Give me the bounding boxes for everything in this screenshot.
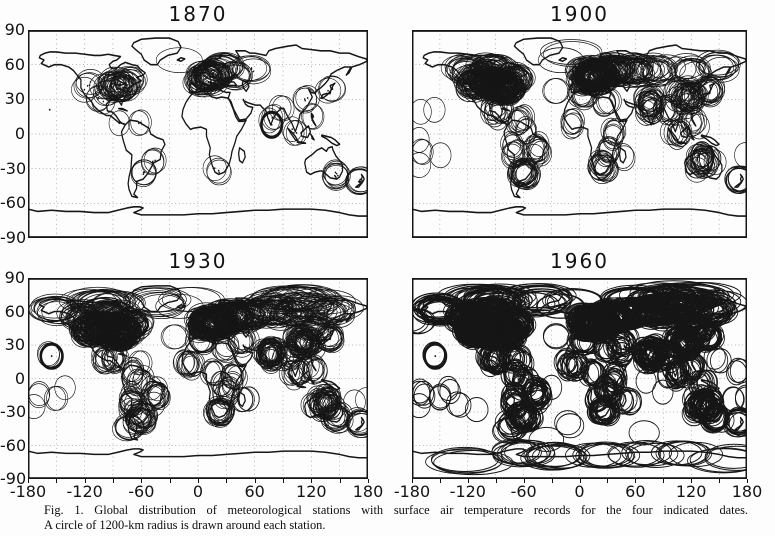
axis-tick bbox=[28, 479, 29, 483]
x-tick-label: 60 bbox=[625, 482, 646, 501]
x-tick-label: 60 bbox=[244, 482, 265, 501]
panel-title-1960: 1960 bbox=[550, 249, 609, 273]
x-tick-label: -120 bbox=[449, 482, 486, 501]
y-tick-label: 0 bbox=[14, 124, 25, 143]
x-tick-label: -60 bbox=[128, 482, 155, 501]
panel-title-1870: 1870 bbox=[168, 2, 228, 26]
x-tick-label: 0 bbox=[192, 482, 204, 501]
grid-layer bbox=[28, 30, 368, 238]
x-tick-label: -60 bbox=[510, 482, 537, 501]
y-tick-label: 60 bbox=[4, 54, 25, 74]
y-tick-label: 0 bbox=[14, 368, 25, 388]
axis-tick bbox=[56, 479, 58, 483]
y-tick-label: -90 bbox=[0, 228, 27, 247]
stations-layer bbox=[28, 284, 368, 442]
axis-tick bbox=[579, 479, 581, 483]
map-panel-1930 bbox=[28, 278, 368, 479]
y-tick-label: -30 bbox=[0, 158, 27, 178]
figure-caption-line2: A circle of 1200-km radius is drawn arou… bbox=[44, 518, 326, 533]
x-tick-label: 120 bbox=[296, 482, 327, 501]
y-tick-label: 60 bbox=[4, 301, 25, 321]
axis-tick bbox=[607, 479, 609, 483]
y-tick-label: 90 bbox=[4, 268, 25, 287]
axis-tick bbox=[719, 479, 721, 483]
y-tick-label: 30 bbox=[4, 335, 25, 354]
map-panel-1870 bbox=[28, 30, 368, 238]
axis-tick bbox=[663, 479, 665, 483]
panel-title-1930: 1930 bbox=[168, 249, 228, 273]
y-tick-label: 90 bbox=[4, 20, 25, 39]
axis-tick bbox=[254, 479, 256, 483]
stations-layer bbox=[412, 39, 747, 194]
axis-tick bbox=[439, 479, 441, 483]
axis-tick bbox=[169, 479, 171, 483]
panel-title-1900: 1900 bbox=[550, 2, 609, 26]
x-tick-label: -180 bbox=[9, 482, 47, 501]
map-panel-1960 bbox=[412, 278, 747, 479]
y-tick-label: -60 bbox=[0, 435, 27, 455]
axis-tick bbox=[141, 479, 143, 483]
stations-layer bbox=[48, 47, 368, 196]
figure-caption: Fig. 1. Global distribution of meteorolo… bbox=[44, 503, 748, 533]
x-tick-label: -180 bbox=[393, 482, 431, 501]
axis-tick bbox=[311, 479, 313, 483]
axis-tick bbox=[283, 479, 284, 483]
axis-tick bbox=[412, 479, 413, 483]
axis-tick bbox=[495, 479, 497, 483]
axis-tick bbox=[113, 479, 114, 483]
axis-tick bbox=[635, 479, 637, 483]
y-tick-label: -60 bbox=[0, 193, 27, 213]
x-tick-label: 0 bbox=[574, 482, 585, 501]
axis-tick bbox=[339, 479, 341, 483]
y-tick-label: -30 bbox=[0, 402, 27, 421]
stations-layer bbox=[412, 280, 747, 476]
axis-tick bbox=[747, 479, 748, 483]
x-tick-label: 180 bbox=[731, 482, 763, 501]
x-tick-label: 120 bbox=[675, 482, 707, 501]
y-tick-label: 30 bbox=[4, 89, 25, 109]
figure-caption-line1: Fig. 1. Global distribution of meteorolo… bbox=[44, 503, 748, 517]
axis-tick bbox=[467, 479, 469, 483]
map-panel-1900 bbox=[412, 30, 747, 238]
axis-tick bbox=[691, 479, 693, 483]
x-tick-label: 180 bbox=[352, 482, 384, 501]
axis-tick bbox=[368, 479, 369, 483]
axis-tick bbox=[551, 479, 553, 483]
axis-tick bbox=[226, 479, 228, 483]
x-tick-label: -120 bbox=[66, 482, 103, 501]
axis-tick bbox=[523, 479, 525, 483]
y-tick-label: -90 bbox=[0, 469, 27, 488]
axis-tick bbox=[198, 479, 199, 483]
axis-tick bbox=[84, 479, 86, 483]
